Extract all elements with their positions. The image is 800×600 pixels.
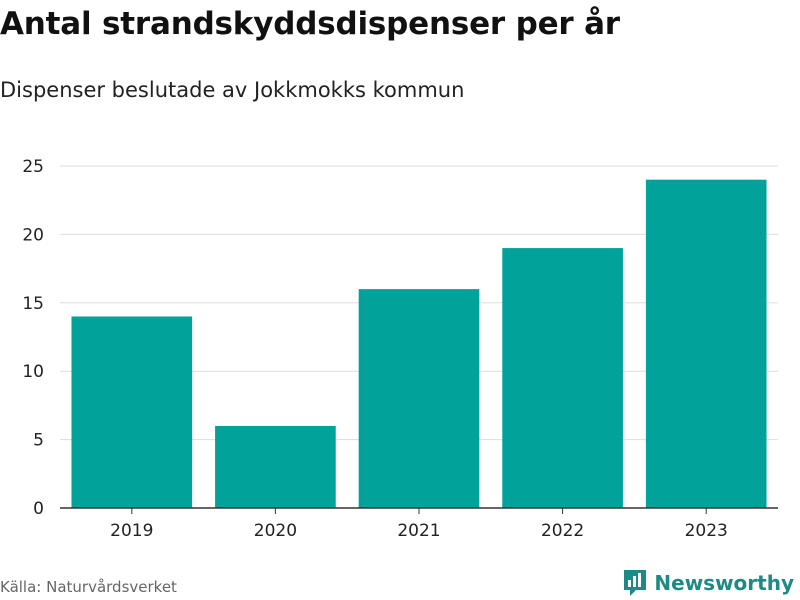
bars: [71, 179, 767, 508]
y-tick-label: 5: [33, 431, 44, 451]
newsworthy-logo-icon: [624, 570, 647, 596]
x-tick-label: 2019: [110, 521, 153, 541]
bar-2023: [645, 179, 767, 508]
brand-logo: Newsworthy: [622, 568, 794, 598]
source-note: Källa: Naturvårdsverket: [0, 578, 177, 596]
x-tick-label: 2022: [541, 521, 584, 541]
bar-2021: [358, 289, 480, 508]
x-tick-label: 2023: [685, 521, 728, 541]
y-tick-label: 0: [33, 499, 44, 519]
bar-2020: [215, 425, 336, 508]
y-tick-label: 10: [22, 362, 44, 382]
y-tick-label: 15: [22, 294, 44, 314]
chart-subtitle: Dispenser beslutade av Jokkmokks kommun: [0, 78, 465, 102]
bar-2019: [71, 316, 193, 508]
chart-title: Antal strandskyddsdispenser per år: [0, 6, 620, 42]
bar-2022: [502, 248, 623, 508]
y-axis-ticks: 0 5 10 15 20 25: [22, 157, 44, 519]
brand-name: Newsworthy: [654, 571, 794, 595]
x-tick-label: 2021: [397, 521, 440, 541]
x-tick-label: 2020: [254, 521, 297, 541]
x-axis-ticks: 2019 2020 2021 2022 2023: [110, 508, 728, 541]
y-tick-label: 20: [22, 225, 44, 245]
y-tick-label: 25: [22, 157, 44, 177]
